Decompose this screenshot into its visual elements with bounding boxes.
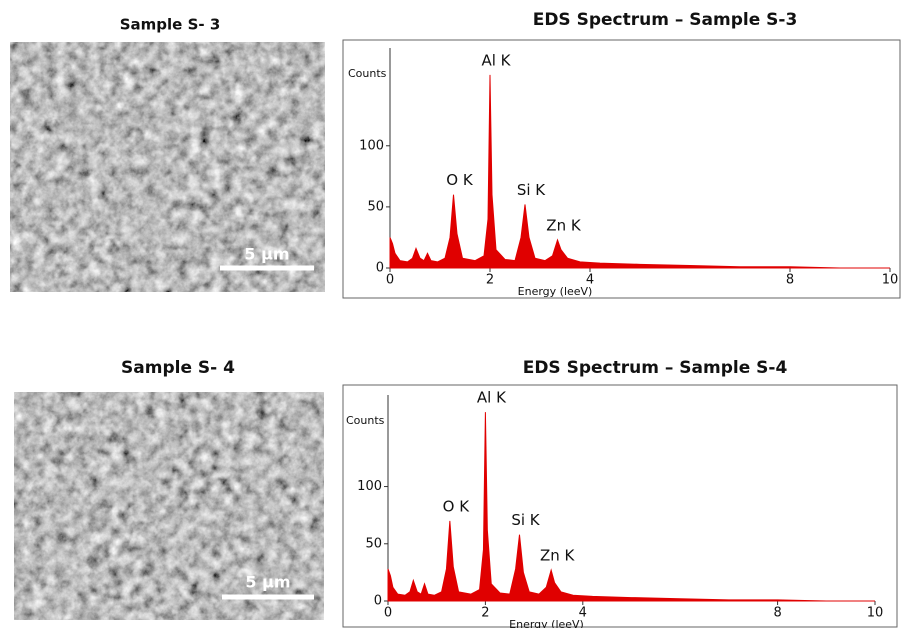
- peak-label: Zn K: [540, 547, 576, 565]
- y-tick-label: 0: [376, 261, 384, 276]
- x-tick-label: 10: [867, 606, 884, 621]
- y-tick-label: 50: [367, 199, 384, 214]
- x-tick-label: 4: [579, 606, 587, 621]
- peak-label: O K: [446, 171, 474, 189]
- chart-title: EDS Spectrum – Sample S-4: [523, 358, 788, 378]
- x-axis-label: Energy (leeV): [509, 618, 584, 628]
- x-tick-label: 0: [386, 273, 394, 288]
- x-tick-label: 2: [481, 606, 489, 621]
- scale-bar-label: 5 µm: [245, 573, 290, 592]
- x-tick-label: 4: [586, 273, 594, 288]
- peak-label: Si K: [511, 511, 540, 529]
- image-title: Sample S- 4: [121, 358, 235, 378]
- y-tick-label: 100: [359, 138, 384, 153]
- y-axis-label: Counts: [348, 67, 387, 80]
- peak-label: O K: [443, 497, 471, 515]
- peak-label: Al K: [477, 389, 507, 407]
- chart-title: EDS Spectrum – Sample S-3: [533, 10, 798, 30]
- scale-bar-label: 5 µm: [244, 245, 289, 264]
- y-tick-label: 50: [365, 536, 382, 551]
- x-tick-label: 0: [384, 606, 392, 621]
- figure: Sample S- 3 Sample S- 4 5 µm 5 µm EDS Sp…: [0, 0, 901, 628]
- x-tick-label: 10: [882, 273, 899, 288]
- x-tick-label: 2: [486, 273, 494, 288]
- image-title: Sample S- 3: [120, 16, 221, 34]
- y-axis-label: Counts: [346, 414, 385, 427]
- peak-label: Si K: [517, 181, 546, 199]
- page: Sample S- 3 Sample S- 4 5 µm 5 µm EDS Sp…: [0, 0, 901, 628]
- x-axis-label: Energy (leeV): [518, 285, 593, 298]
- y-tick-label: 100: [357, 479, 382, 494]
- peak-label: Al K: [481, 51, 511, 69]
- peak-label: Zn K: [546, 216, 582, 234]
- x-tick-label: 8: [786, 273, 794, 288]
- x-tick-label: 8: [773, 606, 781, 621]
- y-tick-label: 0: [374, 594, 382, 609]
